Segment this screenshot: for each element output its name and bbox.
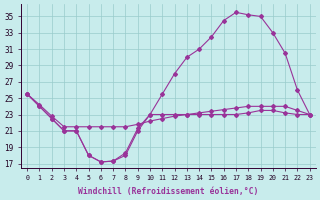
X-axis label: Windchill (Refroidissement éolien,°C): Windchill (Refroidissement éolien,°C) — [78, 187, 259, 196]
